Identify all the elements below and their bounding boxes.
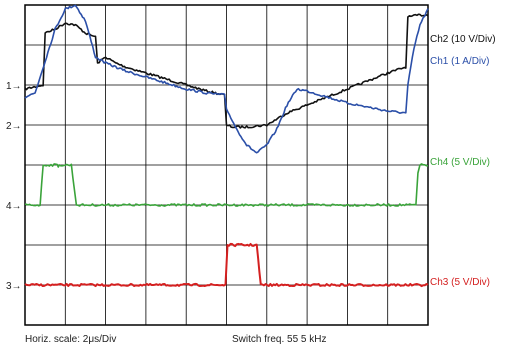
legend-ch3: Ch3 (5 V/Div) [430, 277, 490, 288]
ground-marker-2: 2→ [6, 121, 22, 132]
legend-ch4: Ch4 (5 V/Div) [430, 157, 490, 168]
traces [24, 4, 429, 288]
channel-ground-markers: 1→ 2→ 4→ 3→ [6, 81, 22, 292]
legend-ch1: Ch1 (1 A/Div) [430, 56, 489, 67]
ground-marker-1: 1→ [6, 81, 22, 92]
switch-frequency-label: Switch freq. 55 5 kHz [232, 334, 326, 345]
trace-ch1 [24, 4, 429, 154]
trace-ch3 [24, 242, 429, 288]
horizontal-scale-label: Horiz. scale: 2μs/Div [25, 334, 116, 345]
trace-ch4 [24, 163, 429, 207]
ground-marker-3: 3→ [6, 281, 22, 292]
legend-ch2: Ch2 (10 V/Div) [430, 34, 496, 45]
ground-marker-4: 4→ [6, 201, 22, 212]
